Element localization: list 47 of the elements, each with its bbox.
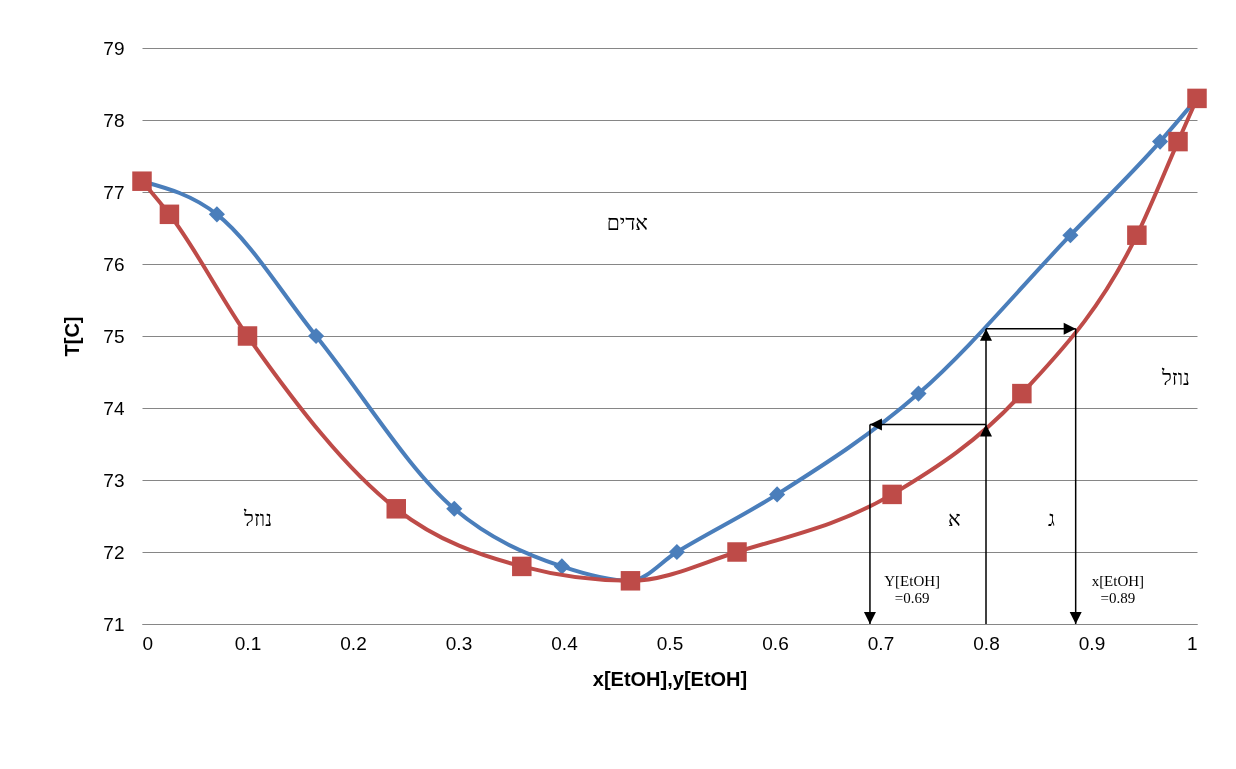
y-tick-label: 76 — [103, 253, 125, 275]
x-tick-label: 0.7 — [867, 632, 895, 654]
annotation: אדים — [606, 211, 648, 236]
point — [386, 499, 406, 519]
point — [446, 500, 463, 517]
x-tick-label: 1 — [1186, 632, 1198, 654]
x-tick-label: 0.3 — [445, 632, 473, 654]
point — [512, 556, 532, 577]
point — [237, 326, 258, 346]
annotation: ג — [1047, 506, 1055, 531]
point — [1127, 225, 1147, 245]
y-tick-label: 71 — [103, 613, 125, 635]
x-tick-label: 0 — [142, 632, 154, 654]
x-tick-label: 0.8 — [973, 632, 1000, 654]
x-tick-label: 0.9 — [1078, 632, 1106, 654]
point — [1062, 227, 1079, 244]
annotation: x[EtOH] =0.89 — [1091, 572, 1145, 606]
y-tick-label: 77 — [103, 181, 125, 203]
x-tick-label: 0.4 — [551, 632, 579, 654]
y-axis-title: T[C] — [61, 316, 84, 357]
point — [308, 327, 325, 345]
y-tick-label: 72 — [103, 541, 125, 563]
point — [159, 204, 180, 225]
annotation: א — [948, 506, 961, 531]
point — [668, 543, 685, 561]
x-axis-title: x[EtOH],y[EtOH] — [592, 667, 748, 690]
x-tick-label: 0.2 — [340, 632, 367, 654]
annotation: נוזל — [243, 506, 272, 531]
x-tick-label: 0.5 — [656, 632, 684, 654]
point — [553, 558, 570, 575]
x-tick-label: 0.6 — [762, 632, 789, 654]
y-tick-label: 74 — [103, 397, 125, 419]
y-tick-label: 75 — [103, 325, 125, 347]
annotation: נוזל — [1160, 366, 1190, 391]
point — [910, 385, 927, 402]
point — [1168, 131, 1188, 152]
point — [208, 206, 225, 223]
point — [727, 542, 747, 562]
point — [1012, 383, 1032, 404]
y-tick-label: 79 — [103, 37, 125, 59]
annotation: Y[EtOH] =0.69 — [884, 572, 941, 606]
y-tick-label: 73 — [103, 469, 125, 491]
point — [769, 486, 786, 503]
y-tick-label: 78 — [103, 109, 125, 131]
point — [1152, 133, 1169, 150]
point — [882, 484, 902, 505]
x-tick-label: 0.1 — [234, 632, 262, 654]
